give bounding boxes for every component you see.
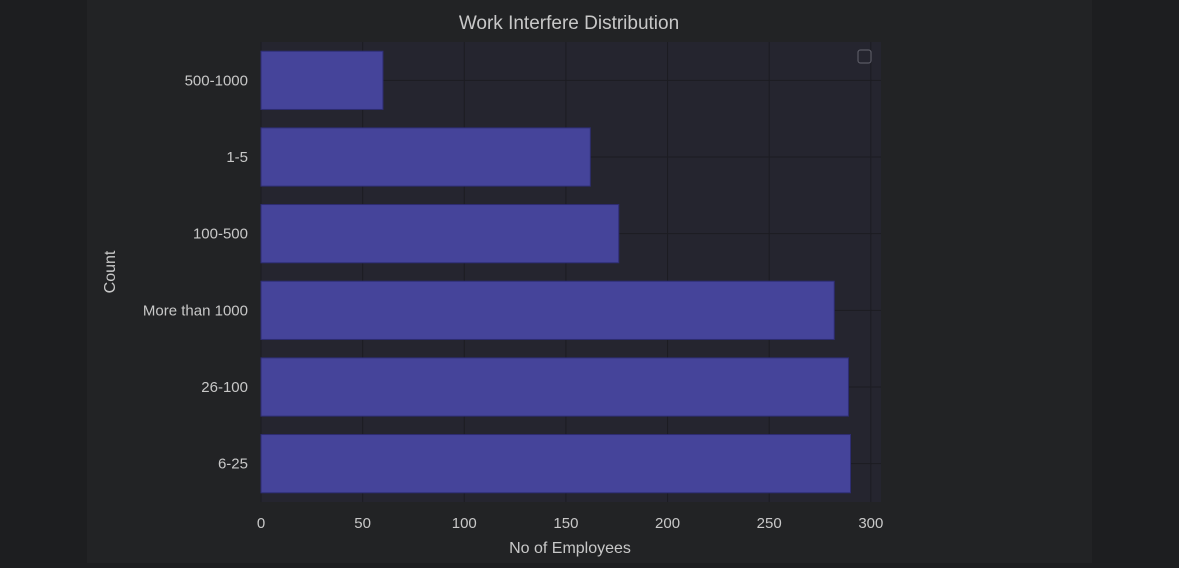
plot-area [261,42,881,502]
bar-chart: Work Interfere Distribution 500-1000 1-5 1… [102,13,884,557]
bar [260,127,591,187]
y-tick-label: 1-5 [226,149,248,166]
y-tick-label: 26-100 [201,379,248,396]
bar [260,434,852,494]
bar [260,50,384,110]
x-tick-label: 300 [858,515,883,532]
y-tick-label: More than 1000 [143,302,248,319]
x-tick-label: 250 [757,515,782,532]
x-tick-label: 150 [553,515,578,532]
x-tick-label: 200 [655,515,680,532]
bar [260,357,849,417]
x-axis-label: No of Employees [509,540,631,557]
y-tick-label: 500-1000 [185,72,248,89]
bar [260,204,620,264]
chart-container: Work Interfere Distribution 500-1000 1-5 1… [87,0,1092,563]
x-tick-label: 50 [354,515,371,532]
x-tick-label: 100 [452,515,477,532]
y-tick-label: 6-25 [218,456,248,473]
bar [260,280,835,340]
x-tick-labels: 0 50 100 150 200 250 300 [257,515,884,532]
empty-legend [857,49,872,64]
chart-title: Work Interfere Distribution [459,13,679,34]
y-tick-label: 100-500 [193,226,248,243]
x-tick-label: 0 [257,515,265,532]
bars-group [260,50,852,494]
y-tick-labels: 500-1000 1-5 100-500 More than 1000 26-100 6-… [143,72,248,472]
y-axis-label: Count [102,250,119,293]
